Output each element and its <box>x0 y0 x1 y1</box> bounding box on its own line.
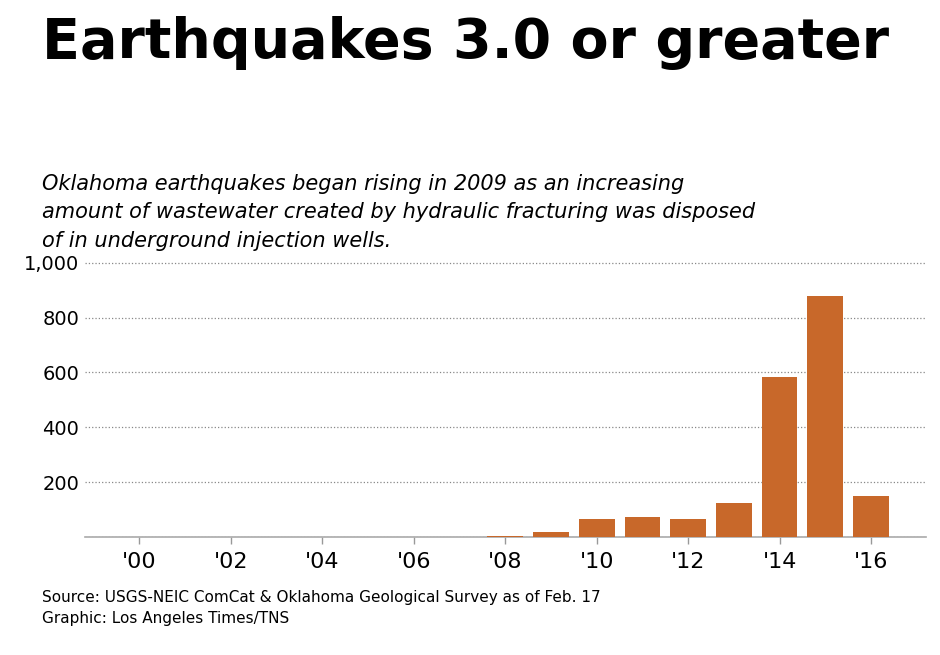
Bar <box>533 532 569 537</box>
Bar <box>579 519 615 537</box>
Bar <box>854 496 889 537</box>
Text: Oklahoma earthquakes began rising in 2009 as an increasing
amount of wastewater : Oklahoma earthquakes began rising in 200… <box>42 174 756 251</box>
Bar <box>488 536 523 537</box>
Text: Earthquakes 3.0 or greater: Earthquakes 3.0 or greater <box>42 16 889 70</box>
Bar <box>807 295 843 537</box>
Bar <box>670 519 706 537</box>
Text: Source: USGS-NEIC ComCat & Oklahoma Geological Survey as of Feb. 17
Graphic: Los: Source: USGS-NEIC ComCat & Oklahoma Geol… <box>42 590 601 626</box>
Bar <box>761 377 797 537</box>
Bar <box>624 517 660 537</box>
Bar <box>716 503 752 537</box>
